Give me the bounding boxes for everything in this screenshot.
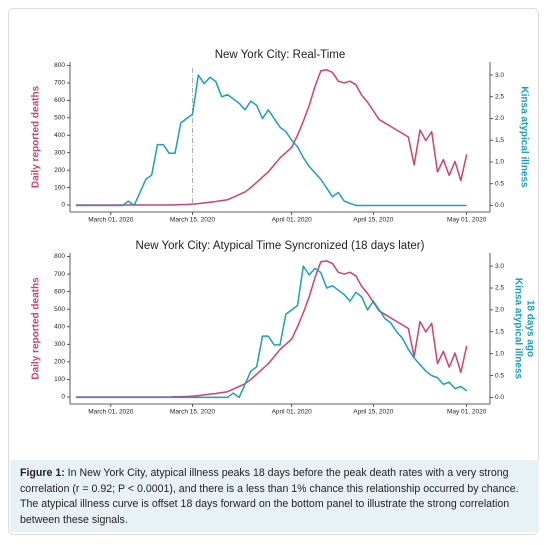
x-tick-label: April 01, 2020 (272, 217, 312, 224)
y2-tick-label: 0.0 (495, 394, 504, 401)
card (8, 8, 539, 535)
y-axis-label: Daily reported deaths (31, 277, 42, 380)
y-tick-label: 500 (54, 306, 65, 313)
y-tick-label: 400 (54, 323, 65, 330)
series-line (75, 265, 468, 399)
y-tick-label: 500 (54, 115, 65, 122)
y-tick-label: 0 (61, 202, 65, 209)
y-tick-label: 400 (54, 132, 65, 139)
chart-title: New York City: Real-Time (215, 49, 346, 61)
y2-axis-label: Kinsa atypical illness (512, 278, 523, 380)
y-tick-label: 200 (54, 167, 65, 174)
chart-title: New York City: Atypical Time Syncronized… (136, 240, 425, 252)
y-tick-label: 0 (61, 394, 65, 401)
y-tick-label: 300 (54, 149, 65, 156)
y2-tick-label: 1.5 (495, 137, 504, 144)
y2-tick-label: 3.0 (495, 72, 504, 79)
y2-tick-label: 0.5 (495, 180, 504, 187)
y-tick-label: 800 (54, 62, 65, 69)
y-axis-label: Daily reported deaths (31, 85, 42, 188)
x-tick-label: April 15, 2020 (353, 409, 393, 416)
caption: Figure 1: In New York City, atypical ill… (10, 460, 539, 532)
series-line (75, 74, 467, 207)
x-tick-label: March 15, 2020 (170, 409, 216, 416)
y2-tick-label: 0.0 (495, 202, 504, 209)
y-tick-label: 100 (54, 184, 65, 191)
y2-tick-label: 1.0 (495, 159, 504, 166)
y-tick-label: 700 (54, 271, 65, 278)
x-tick-label: March 15, 2020 (170, 217, 216, 224)
y2-tick-label: 2.0 (495, 307, 504, 314)
y2-tick-label: 2.5 (495, 285, 504, 292)
y-tick-label: 300 (54, 341, 65, 348)
y2-tick-label: 3.0 (495, 263, 504, 270)
y-tick-label: 600 (54, 288, 65, 295)
x-tick-label: April 01, 2020 (272, 409, 312, 416)
x-tick-label: March 01, 2020 (88, 409, 134, 416)
y-tick-label: 700 (54, 80, 65, 87)
x-tick-label: March 01, 2020 (88, 217, 134, 224)
y2-tick-label: 2.0 (495, 115, 504, 122)
y-tick-label: 800 (54, 253, 65, 260)
y2-tick-label: 2.5 (495, 94, 504, 101)
y-tick-label: 200 (54, 359, 65, 366)
y2-tick-label: 1.0 (495, 350, 504, 357)
x-tick-label: May 01, 2020 (447, 409, 487, 416)
y2-tick-label: 1.5 (495, 329, 504, 336)
y2-axis-label: 18 days ago (524, 300, 535, 357)
y2-tick-label: 0.5 (495, 372, 504, 379)
y2-axis-label: Kinsa atypical illness (518, 86, 529, 188)
y-tick-label: 100 (54, 376, 65, 383)
x-tick-label: April 15, 2020 (353, 217, 393, 224)
y-tick-label: 600 (54, 97, 65, 104)
series-line (75, 69, 468, 206)
x-tick-label: May 01, 2020 (447, 217, 487, 224)
caption-label: Figure 1: (20, 467, 65, 479)
caption-text: In New York City, atypical illness peaks… (20, 467, 519, 526)
series-line (75, 260, 468, 398)
